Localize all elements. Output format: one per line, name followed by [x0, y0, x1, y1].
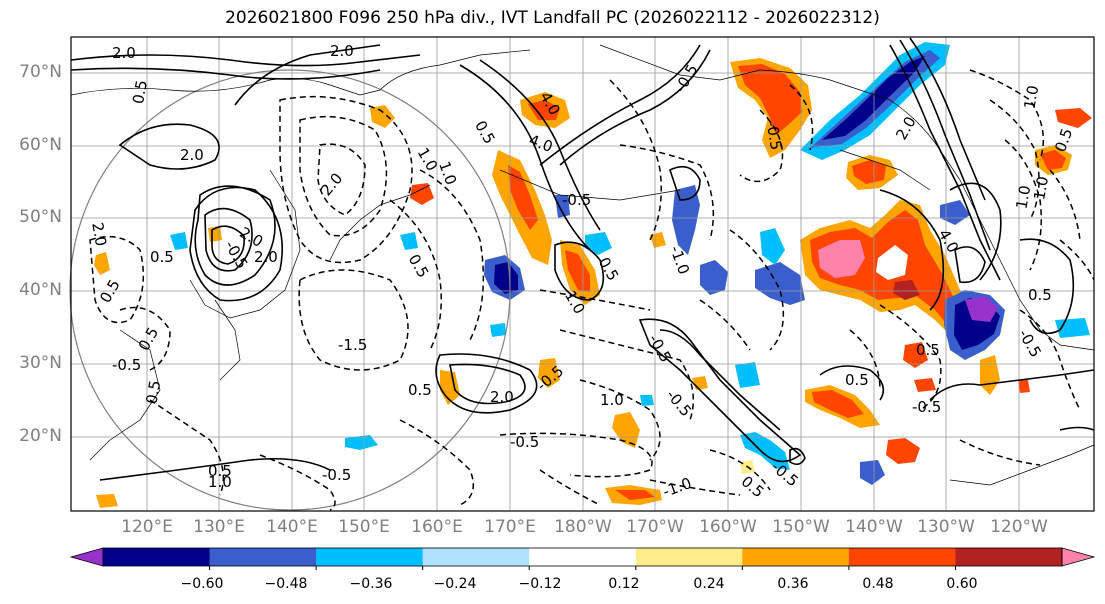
lon-label: 130°W: [917, 517, 975, 537]
lat-label-40n: 40°N: [19, 280, 62, 300]
contour-label: -0.5: [912, 398, 941, 416]
lon-label: 140°E: [266, 517, 318, 537]
colorbar-label: 0.48: [862, 576, 894, 592]
contour-label: 2.0: [112, 44, 136, 62]
lon-label: 120°E: [121, 517, 173, 537]
colorbar-extend-max: [1061, 547, 1096, 567]
contour-label: 0.5: [150, 248, 174, 266]
contour-label: 0.5: [916, 341, 940, 359]
contour-label: -0.5: [510, 433, 539, 451]
lat-label-70n: 70°N: [19, 62, 62, 82]
colorbar-label: 0.12: [608, 576, 640, 592]
lon-label: 170°W: [626, 517, 684, 537]
lat-label-50n: 50°N: [19, 207, 62, 227]
contours-negative: [89, 69, 1095, 511]
colorbar-segment: [529, 548, 637, 566]
colorbar-label: 0.36: [777, 576, 809, 592]
colorbar-label: −0.36: [349, 576, 393, 592]
contour-label: 1.0: [208, 473, 232, 491]
contour-label: 0.5: [845, 371, 869, 389]
coastlines: [70, 44, 1095, 486]
lon-label: 150°E: [338, 517, 390, 537]
contour-label: -0.5: [562, 191, 591, 209]
contour-label: 2.0: [330, 42, 354, 60]
colorbar-segment: [848, 548, 956, 566]
lat-label-20n: 20°N: [19, 426, 62, 446]
colorbar-label: −0.60: [180, 576, 224, 592]
contour-label: -0.5: [322, 466, 351, 484]
contour-label: 1.0: [1012, 184, 1034, 211]
lon-label: 120°W: [990, 517, 1048, 537]
colorbar-extend-min: [69, 547, 104, 567]
colorbar-frame: [102, 547, 1063, 567]
colorbar-label: 0.60: [946, 576, 978, 592]
map-gridlines: [71, 37, 1094, 511]
contour-label: 0.5: [408, 381, 432, 399]
colorbar-segment: [635, 548, 743, 566]
contour-label: -0.5: [762, 119, 785, 151]
range-ring: [69, 69, 511, 511]
lat-label-30n: 30°N: [19, 353, 62, 373]
contour-label: 2.0: [88, 221, 110, 248]
contour-label: 0.5: [1028, 286, 1052, 304]
colorbar-segment: [103, 548, 211, 566]
lon-label: 160°W: [699, 517, 757, 537]
contour-label: -0.5: [112, 356, 141, 374]
contour-labels: 2.0 2.0 0.5 2.0 2.0 0.5 2.0 -0.5 0.5 -1.…: [88, 42, 1076, 501]
colorbar-label: −0.12: [518, 576, 562, 592]
contour-label: 1.0: [1020, 84, 1042, 111]
colorbar-segment: [422, 548, 530, 566]
contour-label: 1.0: [600, 391, 624, 409]
colorbar: [69, 547, 1096, 570]
colorbar-label: 0.24: [693, 576, 725, 592]
contour-label: 0.5: [142, 379, 164, 406]
contour-label: 2.0: [180, 146, 204, 164]
contour-label: -1.5: [338, 336, 367, 354]
contour-label: 2.0: [490, 388, 514, 406]
contour-label: 0.5: [129, 79, 151, 106]
lon-label: 160°E: [411, 517, 463, 537]
lon-label: 180°W: [554, 517, 612, 537]
lat-label-60n: 60°N: [19, 135, 62, 155]
colorbar-segment: [316, 548, 424, 566]
colorbar-segment: [209, 548, 317, 566]
colorbar-segment: [742, 548, 850, 566]
ivt-shading-negative: [170, 42, 1090, 485]
map-frame: [70, 36, 1095, 512]
colorbar-segment: [955, 548, 1063, 566]
ivt-shading-positive: [94, 58, 1092, 508]
lon-label: 130°E: [193, 517, 245, 537]
colorbar-label: −0.48: [264, 576, 308, 592]
lon-label: 170°E: [484, 517, 536, 537]
lon-label: 140°W: [845, 517, 903, 537]
contour-label: 2.0: [254, 248, 278, 266]
plot-title: 2026021800 F096 250 hPa div., IVT Landfa…: [225, 8, 880, 28]
contour-label: 0.5: [208, 462, 232, 480]
lon-label: 150°W: [772, 517, 830, 537]
contour-label: 1.0: [1030, 175, 1052, 202]
colorbar-label: −0.24: [433, 576, 477, 592]
contours-positive: [70, 37, 1095, 481]
